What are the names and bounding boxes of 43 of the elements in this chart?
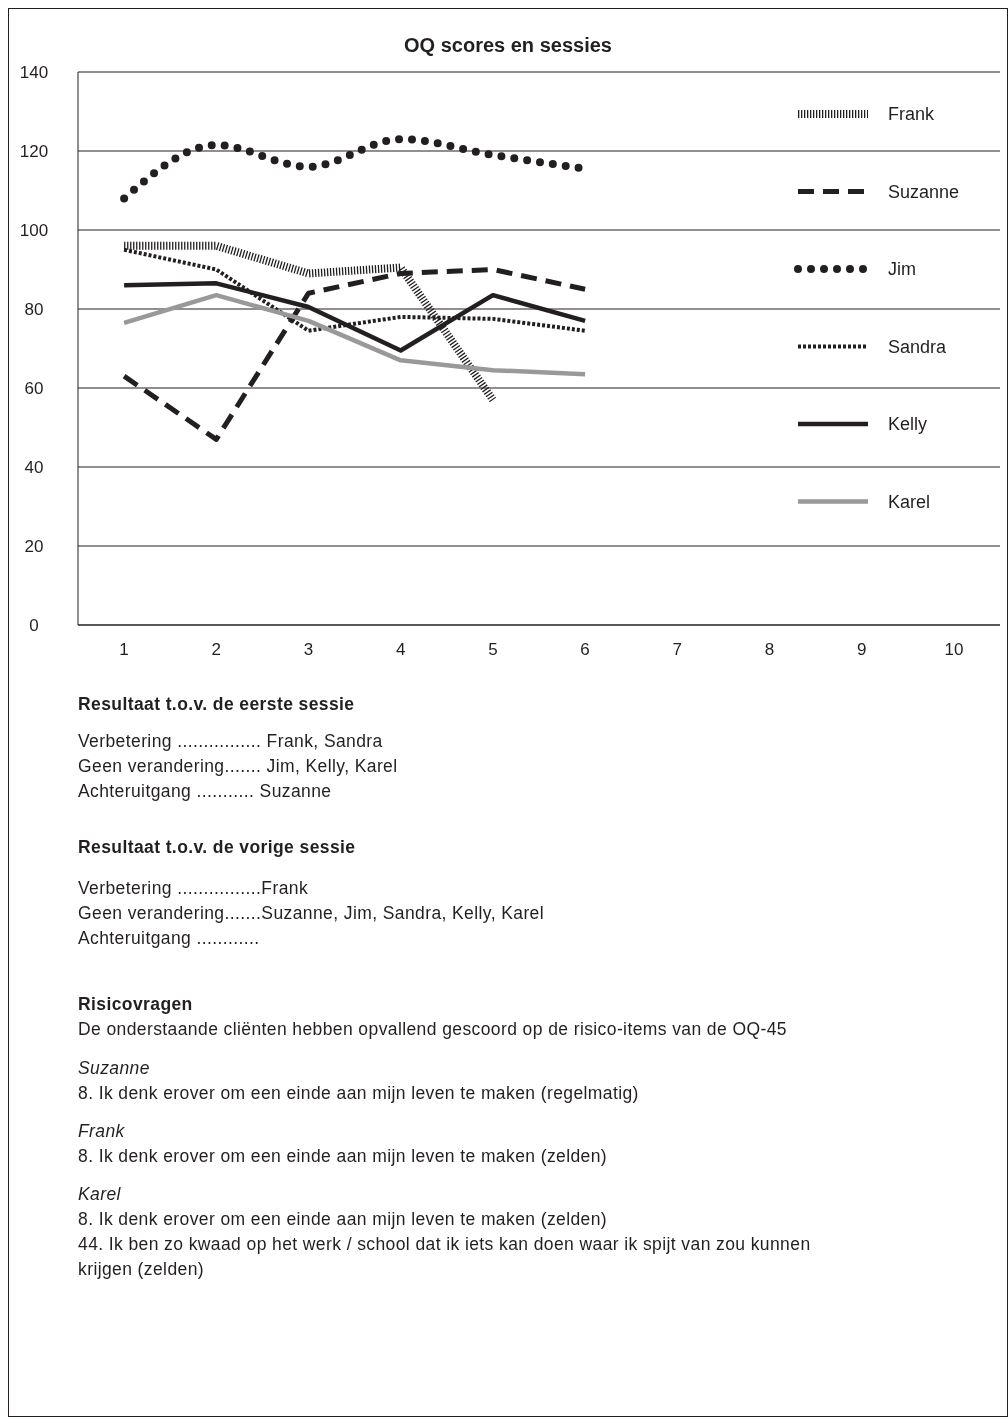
x-tick-label: 8 xyxy=(764,640,775,659)
y-tick-label: 120 xyxy=(19,141,49,161)
text: Karel xyxy=(78,1184,122,1205)
text: Achteruitgang ............ xyxy=(78,928,260,949)
text: Frank xyxy=(78,1121,126,1142)
x-tick-label: 2 xyxy=(211,640,222,659)
line-series xyxy=(121,292,588,377)
legend-label: Kelly xyxy=(888,414,928,435)
text: 44. Ik ben zo kwaad op het werk / school dat ik iets kan doen waar ik spijt van zou kunnen krijgen (zelden) xyxy=(78,1234,811,1280)
text: Resultaat t.o.v. de vorige sessie xyxy=(78,837,356,858)
y-tick-label: 80 xyxy=(24,299,44,319)
legend-label: Frank xyxy=(888,104,936,125)
text: 8. Ik denk erover om een einde aan mijn leven te maken (zelden) xyxy=(78,1209,608,1230)
y-tick-label: 140 xyxy=(19,62,49,82)
text: Achteruitgang ........... Suzanne xyxy=(78,781,332,802)
text: Geen verandering....... Jim, Kelly, Karel xyxy=(78,756,398,777)
chart-title: OQ scores en sessies xyxy=(404,34,612,56)
y-tick-label: 100 xyxy=(19,220,49,240)
x-tick-label: 9 xyxy=(856,640,867,659)
y-tick-label: 0 xyxy=(29,615,39,635)
text: De onderstaande cliënten hebben opvallend gescoord op de risico-items van de OQ-45 xyxy=(78,1019,787,1040)
x-tick-label: 1 xyxy=(119,640,129,659)
text: Geen verandering.......Suzanne, Jim, Sandra, Kelly, Karel xyxy=(78,903,545,924)
text: Verbetering ................ Frank, Sandra xyxy=(78,731,383,752)
x-tick-label: 4 xyxy=(395,640,406,659)
x-tick-label: 10 xyxy=(944,640,964,659)
legend-label: Jim xyxy=(888,259,916,280)
text: Suzanne xyxy=(78,1058,150,1079)
y-tick-label: 20 xyxy=(24,536,44,556)
legend-label: Suzanne xyxy=(888,181,960,202)
x-tick-label: 6 xyxy=(580,640,590,659)
text: 8. Ik denk erover om een einde aan mijn leven te maken (regelmatig) xyxy=(78,1083,639,1104)
text: Resultaat t.o.v. de eerste sessie xyxy=(78,694,355,715)
y-tick-label: 60 xyxy=(24,378,44,398)
text: Verbetering ................Frank xyxy=(78,878,309,899)
x-tick-label: 5 xyxy=(488,640,498,659)
x-tick-label: 3 xyxy=(303,640,314,659)
y-tick-label: 40 xyxy=(24,457,44,477)
legend-label: Sandra xyxy=(888,336,948,357)
x-tick-label: 7 xyxy=(672,640,683,659)
legend-label: Karel xyxy=(888,491,931,512)
text: Risicovragen xyxy=(78,994,193,1015)
text: 8. Ik denk erover om een einde aan mijn leven te maken (zelden) xyxy=(78,1146,608,1167)
